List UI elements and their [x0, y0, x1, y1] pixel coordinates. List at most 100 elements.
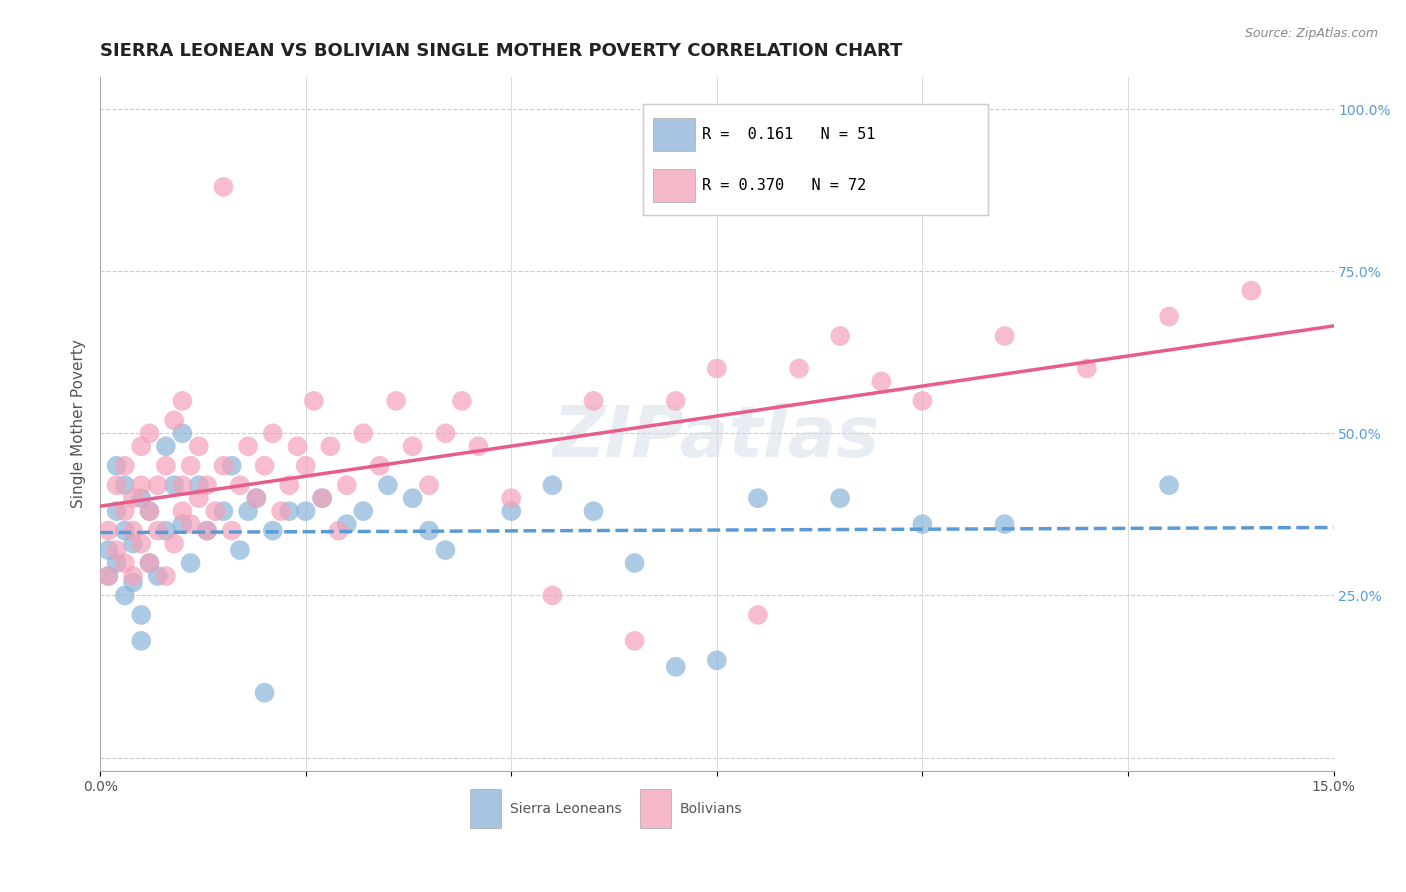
Point [747, 607, 769, 622]
Point [97, 569, 120, 583]
Point [994, 517, 1017, 532]
Point [287, 439, 309, 453]
Point [229, 543, 252, 558]
Point [138, 426, 160, 441]
Point [747, 491, 769, 505]
Point [262, 524, 284, 538]
Point [146, 478, 169, 492]
Point [665, 393, 688, 408]
Point [122, 524, 145, 538]
Point [623, 633, 645, 648]
Point [105, 478, 128, 492]
Point [129, 491, 152, 505]
Point [129, 439, 152, 453]
Point [105, 543, 128, 558]
Point [236, 439, 259, 453]
Text: SIERRA LEONEAN VS BOLIVIAN SINGLE MOTHER POVERTY CORRELATION CHART: SIERRA LEONEAN VS BOLIVIAN SINGLE MOTHER… [100, 42, 903, 60]
Point [195, 524, 218, 538]
Point [467, 439, 489, 453]
Point [180, 556, 202, 570]
Point [114, 504, 136, 518]
Point [122, 536, 145, 550]
Point [294, 504, 316, 518]
Point [994, 329, 1017, 343]
Point [245, 491, 267, 505]
Point [278, 478, 301, 492]
Point [122, 569, 145, 583]
Point [311, 491, 333, 505]
Point [451, 393, 474, 408]
Point [114, 556, 136, 570]
Point [97, 543, 120, 558]
Point [187, 478, 209, 492]
Point [163, 413, 186, 427]
Point [336, 517, 359, 532]
Point [195, 478, 218, 492]
Point [253, 686, 276, 700]
Point [155, 458, 177, 473]
Point [911, 517, 934, 532]
Point [270, 504, 292, 518]
Point [155, 524, 177, 538]
Point [129, 478, 152, 492]
Point [172, 504, 194, 518]
Point [105, 556, 128, 570]
Point [541, 478, 564, 492]
Text: Source: ZipAtlas.com: Source: ZipAtlas.com [1244, 27, 1378, 40]
Point [1157, 310, 1180, 324]
Point [114, 524, 136, 538]
Point [129, 536, 152, 550]
Point [114, 458, 136, 473]
Point [582, 504, 605, 518]
Point [180, 517, 202, 532]
Point [138, 556, 160, 570]
Point [541, 589, 564, 603]
Text: ZIPatlas: ZIPatlas [553, 403, 880, 472]
Point [172, 393, 194, 408]
Point [336, 478, 359, 492]
Point [418, 478, 440, 492]
Point [229, 478, 252, 492]
Point [434, 426, 457, 441]
Point [236, 504, 259, 518]
Point [434, 543, 457, 558]
Point [221, 458, 243, 473]
Point [114, 478, 136, 492]
Point [870, 375, 893, 389]
Point [138, 504, 160, 518]
Point [212, 179, 235, 194]
Point [911, 393, 934, 408]
Point [501, 504, 523, 518]
Point [787, 361, 810, 376]
Point [105, 458, 128, 473]
Point [253, 458, 276, 473]
Point [401, 491, 423, 505]
Point [146, 524, 169, 538]
Point [706, 361, 728, 376]
Point [138, 556, 160, 570]
Y-axis label: Single Mother Poverty: Single Mother Poverty [72, 339, 86, 508]
Point [204, 504, 226, 518]
Point [418, 524, 440, 538]
Point [122, 575, 145, 590]
Point [1157, 478, 1180, 492]
Point [352, 426, 374, 441]
Point [1076, 361, 1098, 376]
Point [163, 536, 186, 550]
Point [706, 653, 728, 667]
Point [278, 504, 301, 518]
Point [294, 458, 316, 473]
Point [401, 439, 423, 453]
Point [172, 478, 194, 492]
Point [221, 524, 243, 538]
Point [97, 524, 120, 538]
Point [129, 607, 152, 622]
Point [368, 458, 391, 473]
Point [163, 478, 186, 492]
Point [582, 393, 605, 408]
Point [122, 491, 145, 505]
Point [311, 491, 333, 505]
Point [195, 524, 218, 538]
Point [328, 524, 350, 538]
Point [172, 426, 194, 441]
